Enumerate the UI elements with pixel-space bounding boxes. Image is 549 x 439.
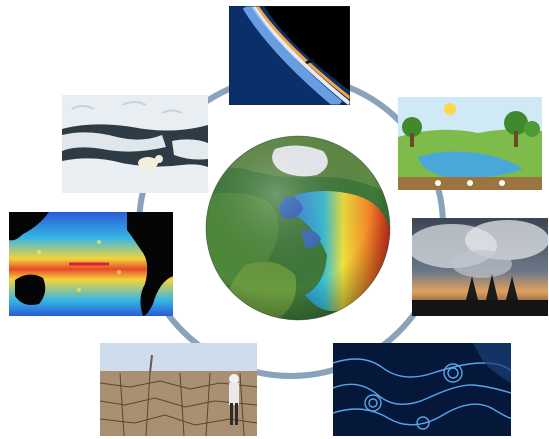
- smokestacks-photo: [412, 218, 548, 316]
- sea-ice-photo: [62, 95, 208, 193]
- earth-limb-photo: [229, 6, 350, 105]
- sst-map-image: [9, 212, 173, 316]
- climate-model-globe: [205, 135, 391, 321]
- ecosystem-diagram: [398, 97, 542, 190]
- ocean-eddies-image: [333, 343, 511, 436]
- drought-photo: [100, 343, 257, 436]
